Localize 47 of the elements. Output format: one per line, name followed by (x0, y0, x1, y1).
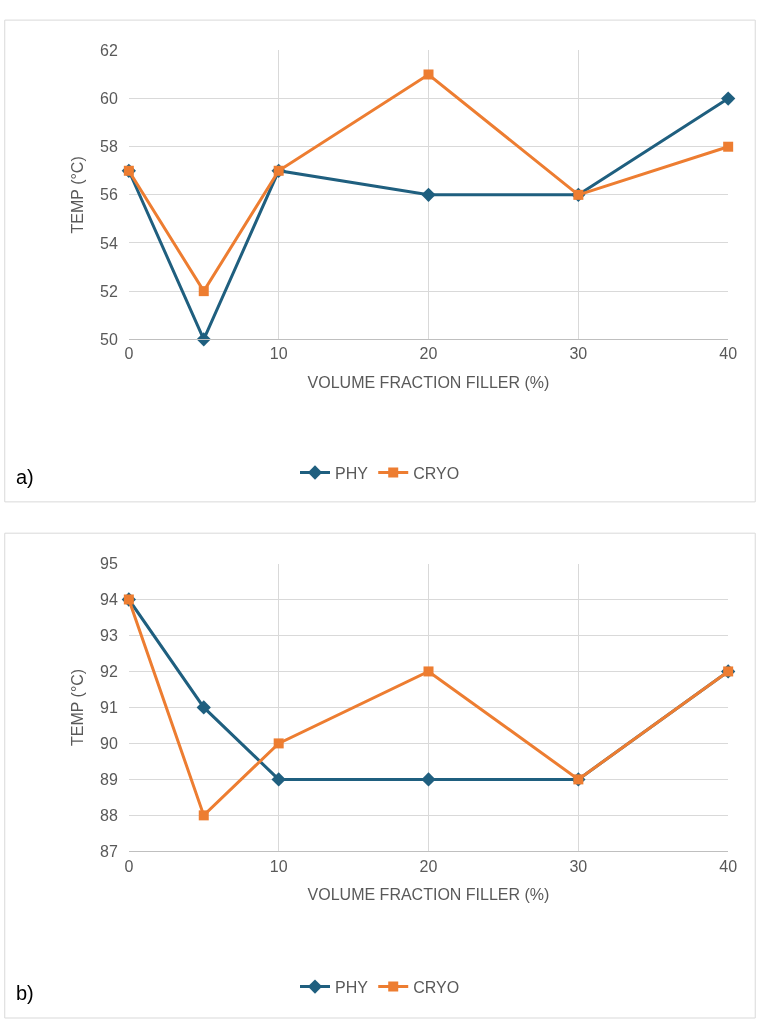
y-tick-label: 90 (100, 735, 118, 753)
x-tick-label: 30 (569, 857, 588, 875)
y-tick-label: 94 (100, 591, 118, 609)
point (198, 286, 209, 297)
point (421, 772, 436, 787)
y-tick-label: 54 (100, 234, 118, 252)
y-tick-label: 91 (100, 699, 118, 717)
y-tick-label: 56 (100, 186, 118, 204)
x-axis-title: VOLUME FRACTION FILLER (%) (307, 374, 550, 392)
y-tick-label: 60 (100, 90, 118, 108)
y-tick-label: 95 (100, 555, 118, 573)
x-tick-label: 10 (269, 345, 288, 363)
y-axis-title: TEMP (°C) (68, 668, 86, 747)
y-tick-label: 62 (100, 42, 118, 60)
y-tick-label: 52 (100, 282, 118, 300)
y-tick-label: 50 (100, 330, 118, 348)
point (423, 666, 434, 677)
point (423, 69, 434, 80)
y-tick-label: 88 (100, 806, 118, 824)
point (198, 810, 209, 821)
point (723, 141, 734, 152)
y-axis-title: TEMP (°C) (68, 156, 86, 234)
x-axis-title: VOLUME FRACTION FILLER (%) (307, 886, 550, 904)
x-tick-label: 10 (269, 857, 288, 875)
x-tick-label: 30 (569, 345, 588, 363)
legend-label: PHY (335, 464, 369, 482)
point (196, 700, 211, 715)
x-tick-label: 0 (124, 857, 134, 875)
y-tick-label: 89 (100, 770, 118, 788)
y-tick-label: 58 (100, 138, 118, 156)
y-tick-label: 93 (100, 627, 118, 645)
x-tick-label: 40 (719, 857, 738, 875)
x-tick-label: 0 (124, 345, 134, 363)
point (271, 772, 286, 787)
legend-label: CRYO (413, 978, 460, 996)
point (273, 738, 284, 749)
y-tick-label: 87 (100, 842, 118, 860)
point (721, 91, 736, 106)
text: b) (16, 982, 34, 1004)
x-tick-label: 40 (719, 345, 738, 363)
y-tick-label: 92 (100, 663, 118, 681)
x-tick-label: 20 (419, 857, 438, 875)
text: a) (16, 466, 34, 488)
point (421, 187, 436, 202)
legend-label: PHY (335, 978, 369, 996)
x-tick-label: 20 (419, 345, 438, 363)
legend-label: CRYO (413, 464, 460, 482)
